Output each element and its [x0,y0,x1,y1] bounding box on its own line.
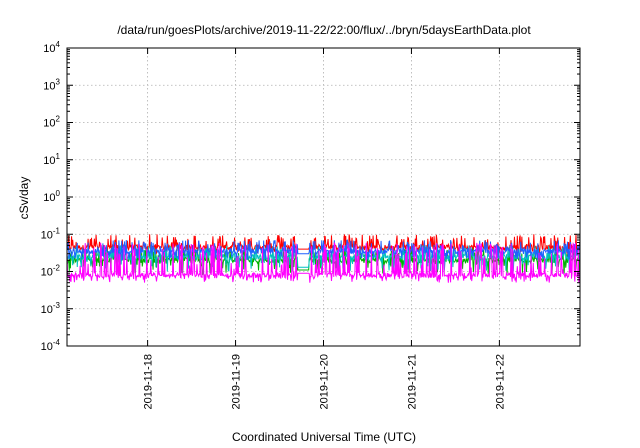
chart-title: /data/run/goesPlots/archive/2019-11-22/2… [117,23,531,37]
y-tick-label: 102 [43,115,60,130]
grid-lines [67,48,580,346]
x-tick-label: 2019-11-20 [319,354,331,409]
x-axis-label: Coordinated Universal Time (UTC) [232,430,416,444]
x-tick-label: 2019-11-19 [231,354,243,409]
data-series [66,234,581,283]
x-tick-label: 2019-11-18 [143,354,155,409]
y-tick-label: 101 [43,152,60,167]
x-tick-label: 2019-11-22 [494,354,506,409]
y-tick-label: 10-4 [41,338,61,353]
y-tick-label: 10-3 [41,301,61,316]
y-tick-label: 10-2 [41,264,61,279]
x-tick-label: 2019-11-21 [406,354,418,409]
series-line [66,241,581,283]
y-tick-label: 104 [43,40,60,55]
y-tick-label: 103 [43,77,60,92]
axis-ticks: 10-4 10-3 10-2 10-1 100 101 102 103 104 2019-11-1… [41,40,580,409]
y-axis-label: cSv/day [17,177,31,220]
y-tick-label: 100 [43,189,60,204]
y-tick-label: 10-1 [41,226,61,241]
